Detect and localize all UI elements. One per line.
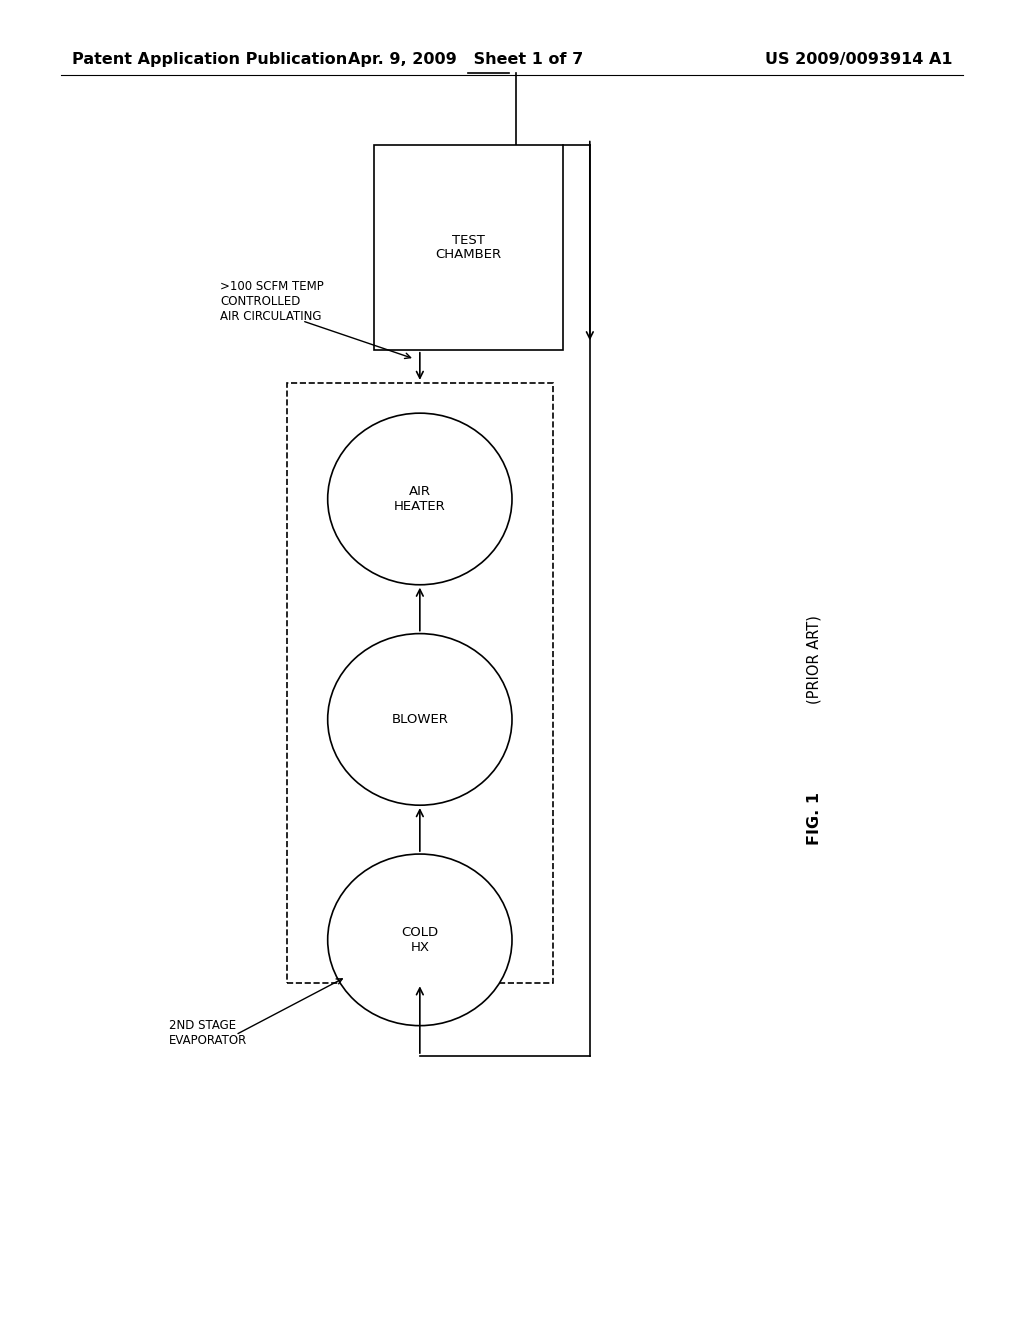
Text: AIR
HEATER: AIR HEATER [394, 484, 445, 513]
Ellipse shape [328, 634, 512, 805]
Text: BLOWER: BLOWER [391, 713, 449, 726]
Text: >100 SCFM TEMP
CONTROLLED
AIR CIRCULATING: >100 SCFM TEMP CONTROLLED AIR CIRCULATIN… [220, 280, 324, 323]
Text: US 2009/0093914 A1: US 2009/0093914 A1 [765, 51, 952, 67]
Text: FIG. 1: FIG. 1 [807, 792, 821, 845]
Bar [287, 383, 553, 983]
Text: TEST
CHAMBER: TEST CHAMBER [435, 234, 502, 261]
Text: COLD
HX: COLD HX [401, 925, 438, 954]
Text: 2ND STAGE
EVAPORATOR: 2ND STAGE EVAPORATOR [169, 1019, 247, 1047]
Ellipse shape [328, 854, 512, 1026]
FancyBboxPatch shape [374, 145, 563, 350]
Text: Apr. 9, 2009   Sheet 1 of 7: Apr. 9, 2009 Sheet 1 of 7 [348, 51, 584, 67]
Text: (PRIOR ART): (PRIOR ART) [807, 615, 821, 705]
Text: Patent Application Publication: Patent Application Publication [72, 51, 347, 67]
Ellipse shape [328, 413, 512, 585]
